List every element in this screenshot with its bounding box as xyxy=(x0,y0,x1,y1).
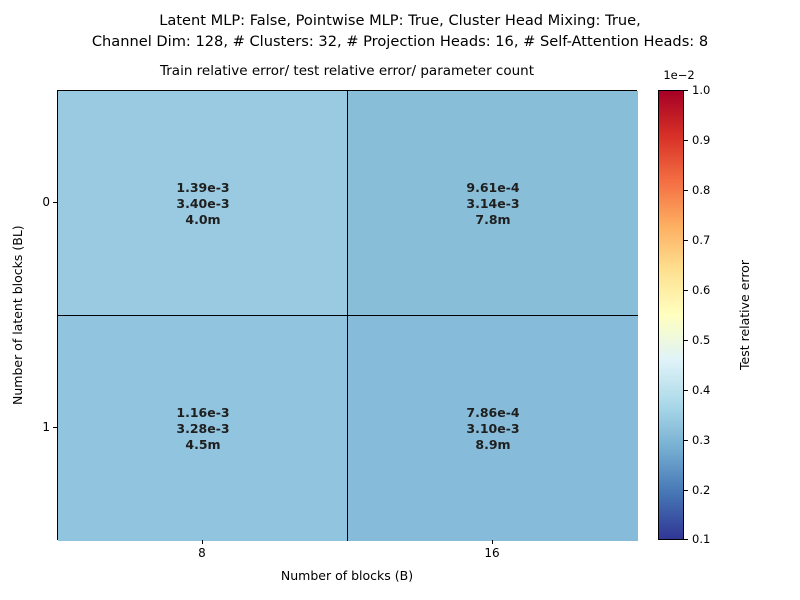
colorbar-tick-mark xyxy=(684,90,688,91)
colorbar-tick-mark xyxy=(684,290,688,291)
cell-annotation: 1.39e-3 3.40e-3 4.0m xyxy=(176,180,229,228)
colorbar-tick-mark xyxy=(684,490,688,491)
figure-title-line1: Latent MLP: False, Pointwise MLP: True, … xyxy=(159,12,641,29)
cell-train-value: 1.16e-3 xyxy=(176,404,230,420)
x-tick-mark xyxy=(492,540,493,544)
colorbar-tick-label: 0.4 xyxy=(692,383,711,397)
cell-test-value: 3.40e-3 xyxy=(176,195,230,211)
cell-train-value: 7.86e-4 xyxy=(466,404,520,420)
heatmap-cell-b16-bl0: 9.61e-4 3.14e-3 7.8m xyxy=(348,91,638,316)
colorbar-axis-label: Test relative error xyxy=(737,260,752,370)
heatmap-grid-hline xyxy=(58,315,638,316)
heatmap-grid-vline xyxy=(347,91,348,541)
cell-annotation: 1.16e-3 3.28e-3 4.5m xyxy=(176,405,229,453)
colorbar-tick-label: 0.3 xyxy=(692,433,711,447)
colorbar-tick-mark xyxy=(684,140,688,141)
heatmap-plot: 1.39e-3 3.40e-3 4.0m 9.61e-4 3.14e-3 7.8… xyxy=(57,90,638,541)
y-tick-label-0: 0 xyxy=(42,195,50,209)
figure-title: Latent MLP: False, Pointwise MLP: True, … xyxy=(0,10,800,52)
colorbar-tick-mark xyxy=(684,440,688,441)
colorbar-offset-label: 1e−2 xyxy=(663,68,695,82)
cell-train-value: 9.61e-4 xyxy=(466,179,520,195)
colorbar-tick-label: 0.7 xyxy=(692,233,711,247)
colorbar-tick-label: 1.0 xyxy=(692,83,711,97)
colorbar-tick-label: 0.5 xyxy=(692,333,711,347)
colorbar-tick-mark xyxy=(684,390,688,391)
heatmap-cell-b8-bl1: 1.16e-3 3.28e-3 4.5m xyxy=(58,316,348,541)
colorbar-tick-label: 0.8 xyxy=(692,183,711,197)
cell-param-count: 7.8m xyxy=(475,211,511,227)
colorbar-tick-mark xyxy=(684,240,688,241)
cell-test-value: 3.10e-3 xyxy=(466,420,520,436)
figure-title-line2: Channel Dim: 128, # Clusters: 32, # Proj… xyxy=(91,33,709,50)
cell-test-value: 3.28e-3 xyxy=(176,420,230,436)
colorbar-tick-label: 0.6 xyxy=(692,283,711,297)
cell-annotation: 9.61e-4 3.14e-3 7.8m xyxy=(466,180,519,228)
axes-title: Train relative error/ test relative erro… xyxy=(159,63,535,79)
colorbar-tick-mark xyxy=(684,539,688,540)
colorbar-tick-mark xyxy=(684,340,688,341)
x-axis-label: Number of blocks (B) xyxy=(280,568,414,583)
heatmap-cell-b8-bl0: 1.39e-3 3.40e-3 4.0m xyxy=(58,91,348,316)
colorbar-tick-label: 0.2 xyxy=(692,483,711,497)
cell-train-value: 1.39e-3 xyxy=(176,179,230,195)
x-tick-label-16: 16 xyxy=(484,546,500,560)
colorbar-gradient xyxy=(659,91,683,539)
cell-test-value: 3.14e-3 xyxy=(466,195,520,211)
cell-param-count: 8.9m xyxy=(475,436,511,452)
y-tick-mark xyxy=(53,202,57,203)
colorbar xyxy=(658,90,684,540)
y-axis-label: Number of latent blocks (BL) xyxy=(10,225,25,405)
colorbar-tick-label: 0.1 xyxy=(692,532,711,546)
cell-annotation: 7.86e-4 3.10e-3 8.9m xyxy=(466,405,519,453)
x-tick-label-8: 8 xyxy=(198,546,206,560)
y-tick-label-1: 1 xyxy=(42,420,50,434)
colorbar-tick-mark xyxy=(684,190,688,191)
cell-param-count: 4.5m xyxy=(185,436,221,452)
x-tick-mark xyxy=(202,540,203,544)
colorbar-tick-label: 0.9 xyxy=(692,133,711,147)
cell-param-count: 4.0m xyxy=(185,211,221,227)
heatmap-cell-b16-bl1: 7.86e-4 3.10e-3 8.9m xyxy=(348,316,638,541)
y-tick-mark xyxy=(53,427,57,428)
